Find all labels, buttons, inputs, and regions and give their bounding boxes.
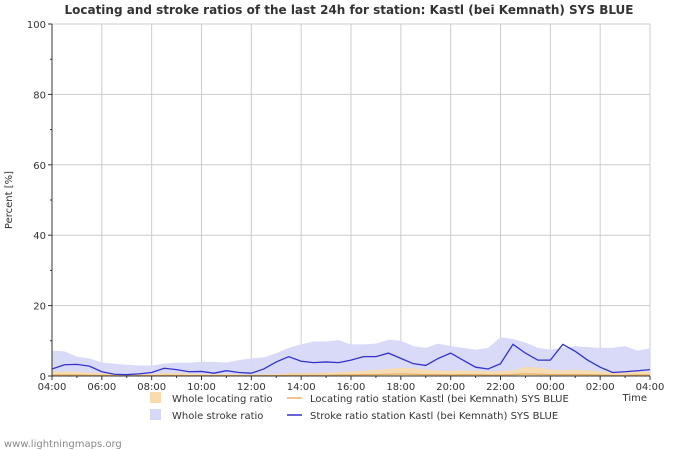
y-tick-label: 40 [33,231,46,242]
x-tick-label: 00:00 [536,382,565,393]
y-tick-label: 60 [33,161,46,172]
whole-locating-ratio-area [52,366,650,376]
legend-whole-stroke-ratio-swatch [150,409,161,420]
x-axis-label: Time [622,393,647,404]
y-tick-label: 100 [27,20,46,31]
x-tick-label: 08:00 [137,382,166,393]
y-tick-label: 0 [40,372,46,383]
legend: Whole locating ratio Locating ratio stati… [150,392,569,422]
x-tick-label: 06:00 [87,382,116,393]
y-axis-label: Percent [%] [4,171,15,229]
legend-whole-locating-ratio-swatch [150,392,161,403]
x-tick-labels: 04:00 06:00 08:00 10:00 12:00 14:00 16:00 18:00… [38,382,665,393]
legend-whole-locating-ratio-label: Whole locating ratio [172,394,273,405]
legend-locating-ratio-station-label: Locating ratio station Kastl (bei Kemnat… [310,394,569,405]
grid [52,23,650,376]
y-tick-label: 20 [33,302,46,313]
x-tick-label: 16:00 [337,382,366,393]
x-tick-label: 04:00 [38,382,67,393]
axes [48,23,651,380]
x-tick-label: 02:00 [586,382,615,393]
x-tick-label: 14:00 [287,382,316,393]
x-tick-label: 18:00 [386,382,415,393]
x-tick-label: 12:00 [237,382,266,393]
whole-stroke-ratio-area [52,337,650,376]
x-tick-label: 20:00 [436,382,465,393]
series-areas [52,337,650,376]
y-tick-label: 80 [33,90,46,101]
legend-stroke-ratio-station-label: Stroke ratio station Kastl (bei Kemnath)… [310,411,558,422]
chart-title: Locating and stroke ratios of the last 2… [64,3,633,17]
legend-whole-stroke-ratio-label: Whole stroke ratio [172,411,263,422]
y-tick-labels: 0 20 40 60 80 100 [27,20,46,383]
x-tick-label: 22:00 [486,382,515,393]
x-tick-label: 10:00 [187,382,216,393]
watermark: www.lightningmaps.org [4,439,122,450]
x-tick-label: 04:00 [636,382,665,393]
stroke-ratio-station-line [51,343,651,376]
